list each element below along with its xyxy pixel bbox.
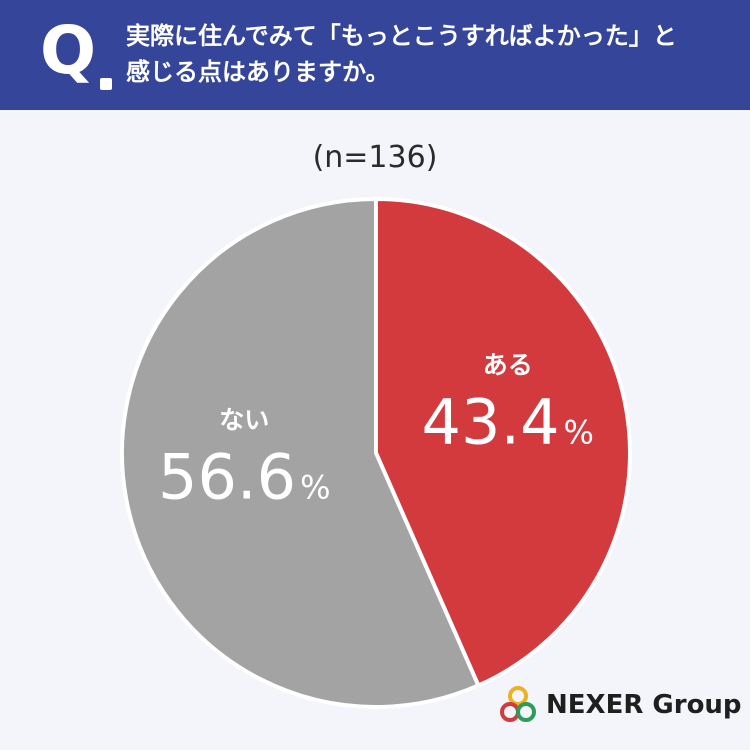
slice-value: 56.6% <box>158 441 330 514</box>
logo-rings-icon <box>500 686 536 722</box>
slice-label: ない <box>219 406 269 435</box>
slice-value: 43.4% <box>422 385 594 458</box>
question-text: 実際に住んでみて「もっとこうすればよかった」と 感じる点はありますか。 <box>126 18 726 90</box>
slice-label: ある <box>483 350 533 379</box>
question-header: Q 実際に住んでみて「もっとこうすればよかった」と 感じる点はありますか。 <box>0 0 750 110</box>
question-label: Q <box>40 12 97 89</box>
pie-slice-nai <box>120 197 481 709</box>
nexer-logo: NEXER Group <box>498 683 742 727</box>
logo-text: NEXER Group <box>546 690 742 720</box>
sample-size: (n=136) <box>312 140 438 175</box>
question-line-2: 感じる点はありますか。 <box>126 58 390 86</box>
question-line-1: 実際に住んでみて「もっとこうすればよかった」と <box>126 22 677 50</box>
question-dot <box>100 78 112 90</box>
pie-slice-aru <box>374 197 632 688</box>
